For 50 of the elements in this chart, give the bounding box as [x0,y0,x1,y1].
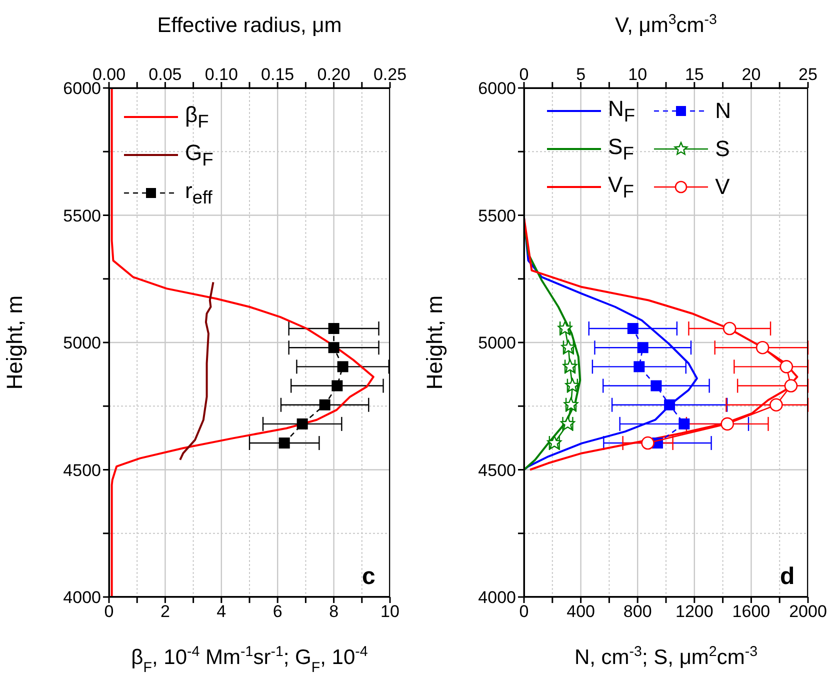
x2-tick-label: 25 [798,65,818,84]
x-tick-label: 2000 [789,602,827,622]
x2-axis-title: Effective radius, μm [157,14,342,37]
legend-label: S [715,136,730,162]
y-tick-label: 4500 [478,460,516,480]
legend-label: G$_{F}$ [185,140,214,170]
x2-tick-label: 0.05 [148,65,182,84]
legend-label: V [715,174,730,200]
x-tick-label: 1600 [732,602,770,622]
x2-tick-label: 0.15 [261,65,294,84]
x2-tick-label: 0.20 [317,65,350,84]
x-tick-label: 400 [566,602,595,622]
y-axis-title: Height, m [2,295,27,390]
y-axis-title: Height, m [422,295,447,390]
x2-tick-label: 5 [576,65,586,84]
x2-tick-label: 10 [628,65,648,84]
y-tick-label: 5000 [478,334,516,353]
x-tick-label: 0 [104,602,114,622]
x2-tick-label: 0.10 [204,65,238,84]
y-tick-label: 6000 [63,79,101,98]
x2-tick-label: 20 [742,65,761,84]
legend-label: N [715,98,731,124]
y-tick-label: 4000 [63,588,101,608]
text: β$_{F}$, 10$^{-4}$ Mm$^{-1}$sr$^{-1}$; G$_{F}$, 10$^{-4}$ [131,644,368,676]
x2-tick-label: 0.25 [373,65,407,84]
y-tick-label: 5500 [63,206,101,226]
x-tick-label: 8 [329,602,339,622]
x-tick-label: 1200 [675,602,714,622]
legend-label: V$_{F}$ [608,172,634,202]
legend-label: β$_{F}$ [185,102,209,132]
x2-tick-label: 15 [684,65,704,84]
x2-axis-title: V, μm$^{3}$cm$^{-3}$ [615,12,718,37]
annotation: d [780,563,795,591]
y-tick-label: 4000 [478,588,516,608]
y-tick-label: 5500 [478,206,516,226]
legend-label: r$_{eff}$ [185,178,212,208]
y-tick-label: 6000 [478,79,516,98]
annotation: c [362,563,376,591]
x-tick-label: 10 [380,602,400,622]
legend-label: S$_{F}$ [608,134,634,164]
x-tick-label: 800 [623,602,652,622]
y-tick-label: 4500 [63,460,101,480]
x-tick-label: 2 [160,602,170,622]
x-tick-label: 6 [272,602,282,622]
x-tick-label: 4 [216,602,226,622]
legend-label: N$_{F}$ [608,96,636,126]
x-tick-label: 0 [519,602,529,622]
y-tick-label: 5000 [63,334,101,353]
x2-tick-label: 0 [519,65,529,84]
x-axis-title: N, cm$^{-3}$; S, μm$^{2}$cm$^{-3}$ [574,644,758,669]
